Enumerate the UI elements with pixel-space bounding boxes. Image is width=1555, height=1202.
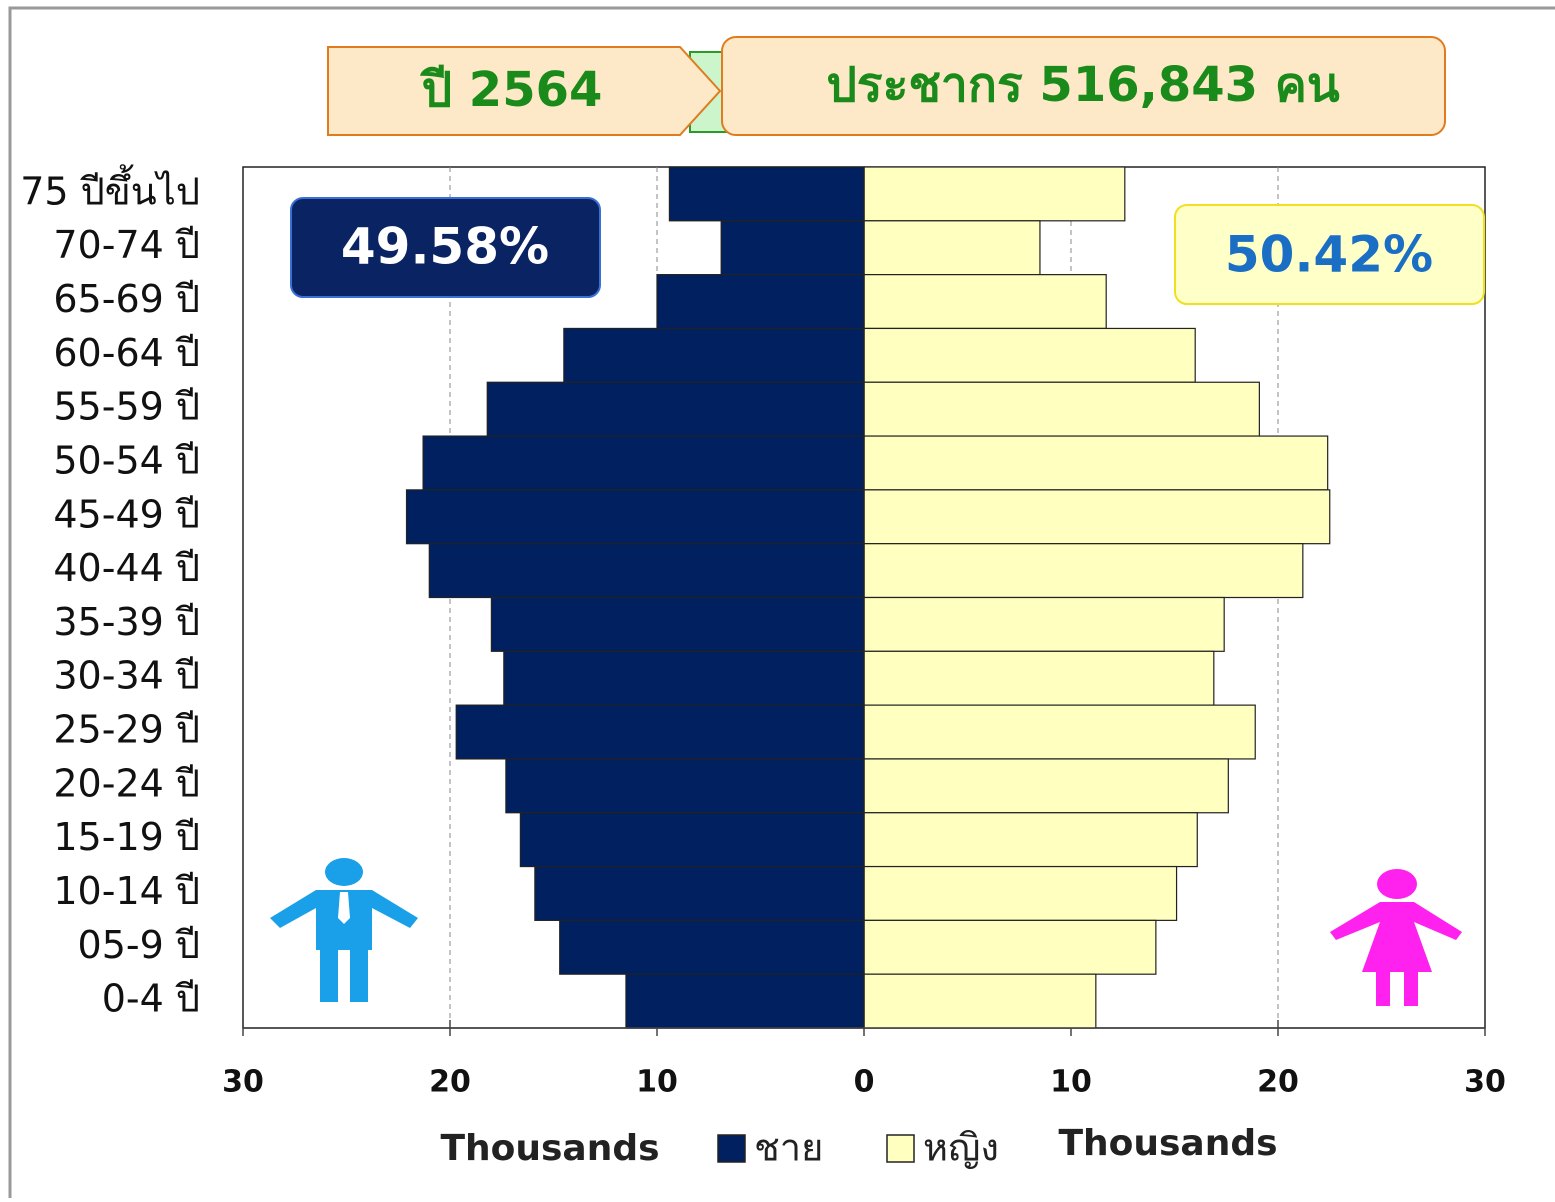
y-tick-label: 20-24 ปี xyxy=(53,761,200,805)
bar xyxy=(863,327,1196,383)
bar xyxy=(422,435,865,491)
y-tick-label: 45-49 ปี xyxy=(53,492,200,536)
female-share-box xyxy=(1174,204,1485,305)
frame xyxy=(8,6,1555,1202)
x-tick-label: 10 xyxy=(636,1065,678,1100)
legend-label: ชาย xyxy=(754,1126,823,1170)
bar xyxy=(455,704,865,760)
y-tick-label: 0-4 ปี xyxy=(102,977,200,1021)
y-tick-label: 50-54 ปี xyxy=(53,438,200,482)
y-tick-label: 55-59 ปี xyxy=(53,385,200,429)
bar xyxy=(863,650,1215,706)
bar xyxy=(668,166,865,222)
bar xyxy=(863,596,1225,652)
bar xyxy=(428,543,865,599)
bar xyxy=(534,865,865,921)
bar xyxy=(405,489,865,545)
bar xyxy=(486,381,865,437)
x-axis-label: Thousands xyxy=(440,1128,659,1169)
y-tick-label: 15-19 ปี xyxy=(53,815,200,859)
bar xyxy=(863,919,1157,975)
bar xyxy=(863,758,1229,814)
x-axis-label: Thousands xyxy=(1058,1123,1277,1164)
bar xyxy=(563,327,865,383)
year-text: ปี 2564 xyxy=(419,62,602,118)
bar xyxy=(863,865,1178,921)
bar xyxy=(503,650,865,706)
x-tick-label: 0 xyxy=(854,1065,875,1100)
male-share-box xyxy=(290,197,601,298)
x-tick-label: 20 xyxy=(1257,1065,1299,1100)
bar xyxy=(863,435,1329,491)
y-tick-label: 30-34 ปี xyxy=(53,654,200,698)
female-share: 50.42% xyxy=(1225,226,1433,284)
bar xyxy=(720,220,865,276)
x-tick-label: 30 xyxy=(1464,1065,1506,1100)
bar xyxy=(863,812,1198,868)
y-tick-label: 60-64 ปี xyxy=(53,331,200,375)
population-text: ประชากร 516,843 คน xyxy=(826,57,1340,113)
legend-swatch xyxy=(717,1134,746,1163)
bar xyxy=(863,704,1256,760)
y-tick-label: 35-39 ปี xyxy=(53,600,200,644)
x-tick-label: 30 xyxy=(222,1065,264,1100)
bar xyxy=(863,220,1041,276)
y-tick-label: 25-29 ปี xyxy=(53,708,200,752)
bar xyxy=(863,274,1107,330)
y-tick-label: 70-74 ปี xyxy=(53,223,200,267)
bar xyxy=(625,973,865,1029)
bar xyxy=(656,274,865,330)
male-share: 49.58% xyxy=(341,218,549,276)
y-tick-label: 10-14 ปี xyxy=(53,869,200,913)
bar xyxy=(505,758,865,814)
plot: 30 20 10 0 10 20 30 75 ปีขึ้นไป 70-74 ปี 65-69 ปี… xyxy=(20,163,1506,1169)
y-tick-label: 65-69 ปี xyxy=(53,277,200,321)
legend-swatch xyxy=(886,1134,915,1163)
y-tick-label: 05-9 ปี xyxy=(78,923,200,967)
bar xyxy=(490,596,865,652)
bar xyxy=(863,489,1331,545)
population-box xyxy=(721,36,1446,136)
bar xyxy=(863,543,1304,599)
legend-label: หญิง xyxy=(923,1126,999,1170)
bar xyxy=(863,166,1126,222)
y-tick-label: 75 ปีขึ้นไป xyxy=(20,163,200,213)
x-tick-label: 20 xyxy=(429,1065,471,1100)
female-icon xyxy=(1330,869,1462,1006)
bar xyxy=(559,919,865,975)
bar xyxy=(519,812,865,868)
bar xyxy=(863,973,1097,1029)
male-icon xyxy=(270,858,418,1002)
bar xyxy=(863,381,1260,437)
y-tick-label: 40-44 ปี xyxy=(53,546,200,590)
year-box xyxy=(327,46,722,136)
x-tick-label: 10 xyxy=(1050,1065,1092,1100)
